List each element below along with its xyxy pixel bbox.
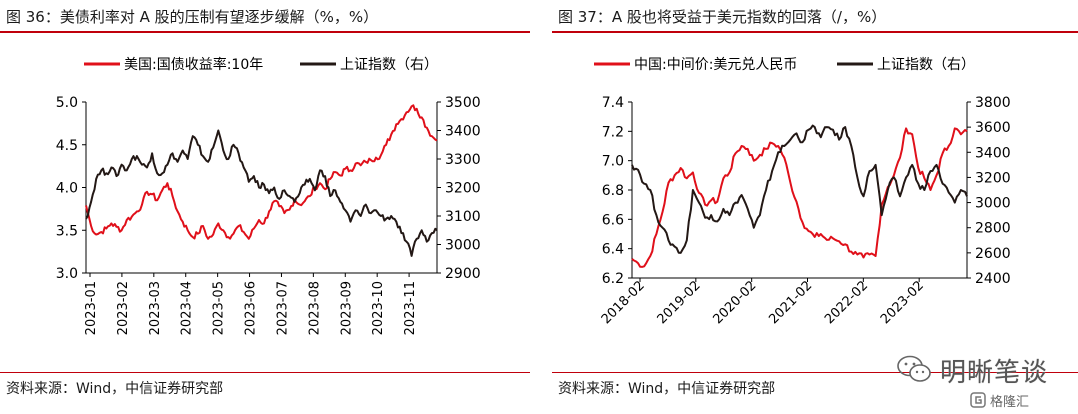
x-tick-label: 2023-02 — [878, 278, 927, 327]
right-tick-label: 3200 — [445, 181, 481, 197]
left-tick-label: 6.8 — [602, 183, 624, 199]
watermark-sub: 格隆汇 — [990, 395, 1030, 410]
x-tick-label: 2023-05 — [212, 281, 227, 335]
right-tick-label: 3200 — [975, 170, 1011, 186]
figure-title: 图 36：美债利率对 A 股的压制有望逐步缓解（%，%） — [6, 8, 379, 26]
yield-vs-index-chart: 3.0 3.5 4.0 4.5 5.0 2900 3000 3100 3200 3300 3400 3… — [56, 56, 481, 335]
x-tick-label: 2023-08 — [307, 281, 322, 335]
left-tick-label: 3.0 — [56, 266, 78, 282]
gelonghui-logo-icon — [970, 392, 986, 408]
right-tick-label: 2400 — [975, 271, 1011, 287]
wechat-icon — [897, 355, 931, 382]
series-line-0 — [85, 104, 438, 240]
title-rule — [552, 31, 1078, 33]
right-tick-label: 3400 — [445, 124, 481, 140]
source-rule — [0, 372, 530, 373]
x-tick-label: 2023-09 — [339, 281, 354, 335]
source-note: 资料来源：Wind，中信证券研究部 — [558, 381, 776, 397]
figure-37-panel: 图 37：A 股也将受益于美元指数的回落（/，%） 6.2 6.4 6.6 6.8 7.… — [552, 0, 1078, 414]
source-rule — [552, 372, 1078, 373]
left-tick-label: 6.6 — [602, 212, 624, 228]
left-tick-label: 6.4 — [602, 242, 624, 258]
x-tick-label: 2023-11 — [403, 281, 418, 335]
right-tick-label: 2800 — [975, 221, 1011, 237]
left-tick-label: 4.0 — [56, 181, 78, 197]
left-tick-label: 7.4 — [602, 95, 624, 111]
legend-label: 上证指数（右） — [877, 57, 975, 73]
watermark: 明晰笔谈 格隆汇 — [890, 346, 1070, 414]
right-tick-label: 3100 — [445, 209, 481, 225]
x-tick-label: 2023-03 — [148, 281, 163, 335]
right-tick-label: 3800 — [975, 95, 1011, 111]
figure-title: 图 37：A 股也将受益于美元指数的回落（/，%） — [558, 8, 887, 26]
left-tick-label: 6.2 — [602, 271, 624, 287]
watermark-name: 明晰笔谈 — [940, 358, 1049, 388]
figure-title-bar: 图 37：A 股也将受益于美元指数的回落（/，%） — [552, 0, 1078, 32]
right-tick-label: 3000 — [445, 238, 481, 254]
title-rule — [0, 31, 530, 33]
series-line-1 — [631, 124, 968, 254]
x-tick-label: 2020-02 — [710, 278, 759, 327]
x-tick-label: 2023-04 — [180, 281, 195, 335]
right-tick-label: 3000 — [975, 196, 1011, 212]
figure-title-bar: 图 36：美债利率对 A 股的压制有望逐步缓解（%，%） — [0, 0, 530, 32]
x-tick-label: 2019-02 — [655, 278, 704, 327]
usdcny-vs-index-chart: 6.2 6.4 6.6 6.8 7.0 7.2 7.4 2400 2600 2800 3000 320… — [594, 57, 1011, 327]
x-tick-label: 2023-02 — [116, 281, 131, 335]
series-line-0 — [631, 127, 968, 268]
right-tick-label: 2900 — [445, 266, 481, 282]
legend-label: 上证指数（右） — [340, 57, 438, 73]
left-tick-label: 3.5 — [56, 223, 78, 239]
left-tick-label: 7.0 — [602, 154, 624, 170]
x-tick-label: 2023-01 — [84, 281, 99, 335]
x-tick-label: 2023-10 — [371, 281, 386, 335]
x-tick-label: 2022-02 — [822, 278, 871, 327]
x-tick-label: 2023-07 — [275, 281, 290, 335]
figure-36-panel: 图 36：美债利率对 A 股的压制有望逐步缓解（%，%） 3.0 3.5 4.0 4.… — [0, 0, 530, 414]
left-tick-label: 4.5 — [56, 138, 78, 154]
right-tick-label: 3300 — [445, 152, 481, 168]
right-tick-label: 3500 — [445, 95, 481, 111]
right-tick-label: 3400 — [975, 145, 1011, 161]
series-line-1 — [85, 129, 438, 257]
source-note: 资料来源：Wind，中信证券研究部 — [6, 381, 224, 397]
legend-label: 中国:中间价:美元兑人民币 — [634, 57, 797, 73]
left-tick-label: 5.0 — [56, 95, 78, 111]
left-tick-label: 7.2 — [602, 124, 624, 140]
legend-label: 美国:国债收益率:10年 — [124, 56, 263, 73]
x-tick-label: 2021-02 — [766, 278, 815, 327]
x-tick-label: 2023-06 — [244, 281, 259, 335]
right-tick-label: 3600 — [975, 120, 1011, 136]
right-tick-label: 2600 — [975, 246, 1011, 262]
